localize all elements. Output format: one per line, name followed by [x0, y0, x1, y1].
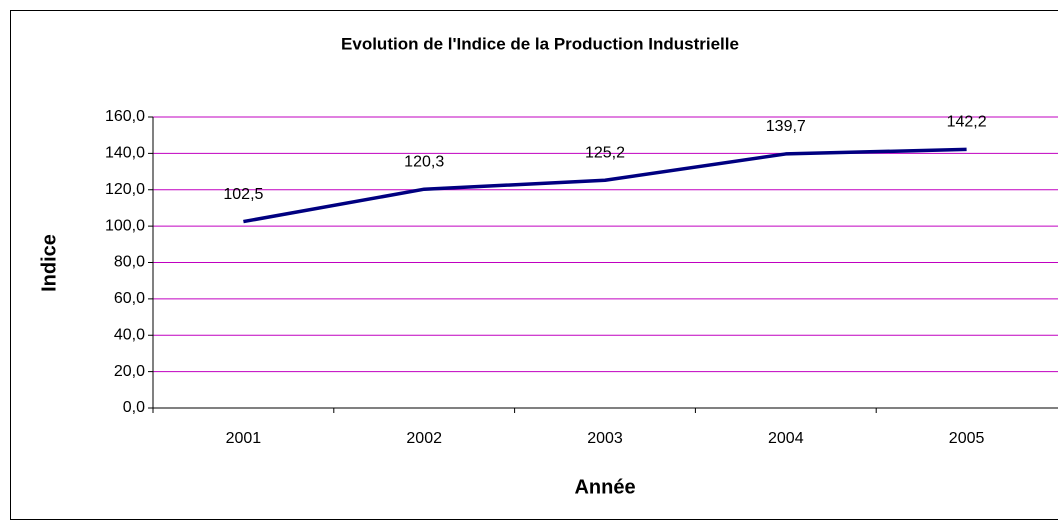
x-tick-label: 2004 [768, 430, 804, 447]
y-tick-label: 0,0 [123, 399, 145, 416]
y-tick-label: 20,0 [114, 363, 145, 380]
y-tick-label: 60,0 [114, 290, 145, 307]
y-tick-label: 140,0 [105, 145, 145, 162]
data-label: 139,7 [766, 118, 806, 135]
x-tick-label: 2001 [226, 430, 262, 447]
data-label: 142,2 [947, 114, 987, 131]
x-tick-label: 2005 [949, 430, 985, 447]
x-tick-label: 2003 [587, 430, 623, 447]
data-label: 102,5 [223, 186, 263, 203]
y-tick-label: 80,0 [114, 254, 145, 271]
x-axis-label: Année [574, 476, 635, 498]
y-axis-label: Indice [38, 234, 60, 292]
line-series [243, 147, 967, 224]
y-tick-label: 160,0 [105, 108, 145, 125]
data-label: 120,3 [404, 153, 444, 170]
y-tick-label: 40,0 [114, 326, 145, 343]
y-tick-label: 120,0 [105, 181, 145, 198]
x-tick-label: 2002 [406, 430, 442, 447]
data-label: 125,2 [585, 145, 625, 162]
y-tick-label: 100,0 [105, 217, 145, 234]
chart-title: Evolution de l'Indice de la Production I… [341, 34, 739, 53]
